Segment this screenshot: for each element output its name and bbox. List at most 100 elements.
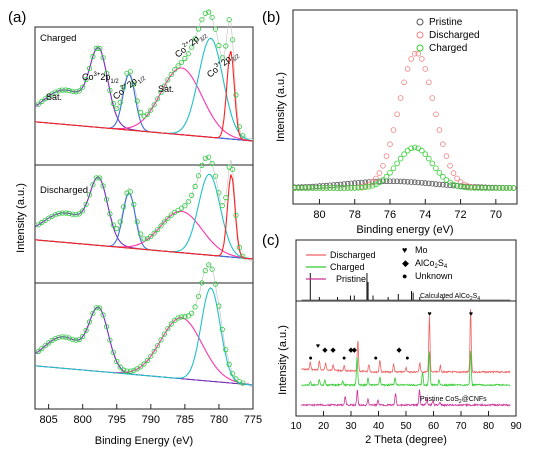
envelope-point bbox=[195, 26, 202, 32]
series-discharged bbox=[291, 50, 517, 191]
envelope-point bbox=[202, 267, 208, 274]
subpanel-discharged bbox=[34, 154, 254, 262]
envelope-point bbox=[121, 84, 127, 91]
envelope-point bbox=[63, 334, 69, 340]
envelope-point bbox=[134, 98, 140, 104]
envelope-point bbox=[103, 324, 110, 330]
data-point bbox=[429, 95, 436, 101]
data-point bbox=[429, 180, 436, 187]
data-point bbox=[341, 185, 347, 191]
data-point bbox=[440, 141, 446, 148]
data-point bbox=[334, 185, 340, 191]
data-point bbox=[394, 178, 400, 185]
envelope-point bbox=[192, 304, 198, 310]
envelope-point bbox=[141, 361, 147, 367]
data-point bbox=[450, 170, 457, 176]
x-tick-label: 70 bbox=[455, 421, 467, 432]
subpanel-pristine bbox=[34, 262, 254, 388]
envelope-point bbox=[199, 17, 205, 23]
x-tick-label: 785 bbox=[176, 414, 194, 426]
envelope-point bbox=[178, 314, 185, 320]
xrd-line bbox=[301, 389, 511, 408]
envelope-point bbox=[90, 310, 96, 316]
legend-c-charged-label: Charged bbox=[330, 262, 365, 272]
envelope-point bbox=[80, 208, 86, 214]
envelope-point bbox=[175, 315, 181, 321]
envelope-point bbox=[121, 367, 127, 373]
panel-c: (c) ●♥◆ ◆●◆◆●◆●♥ ♥ 10 20 30 40 50 60 70 80 90 2 Th… bbox=[262, 232, 522, 446]
data-point bbox=[291, 185, 298, 191]
data-point bbox=[323, 185, 330, 191]
data-point bbox=[422, 151, 429, 158]
data-point bbox=[313, 183, 319, 190]
envelope-point bbox=[93, 305, 99, 311]
peak-marker: ◆ bbox=[322, 347, 328, 354]
envelope-point bbox=[117, 99, 123, 106]
data-point bbox=[454, 182, 460, 189]
envelope-point bbox=[151, 348, 157, 354]
data-point bbox=[415, 179, 422, 186]
data-point bbox=[447, 182, 453, 189]
envelope-point bbox=[110, 349, 116, 355]
envelope-point bbox=[161, 83, 167, 89]
peak-marker: ◆ bbox=[396, 347, 402, 354]
envelope-point bbox=[107, 211, 113, 217]
data-point bbox=[425, 79, 432, 86]
envelope-point bbox=[117, 219, 123, 225]
series-discharged bbox=[301, 309, 511, 375]
envelope-point bbox=[219, 55, 225, 61]
envelope-point bbox=[233, 92, 239, 98]
legend-pristine-marker bbox=[416, 18, 424, 26]
x-tick-label: 780 bbox=[210, 414, 228, 426]
data-point bbox=[390, 178, 397, 185]
envelope-point bbox=[110, 222, 116, 228]
envelope-point bbox=[73, 212, 79, 218]
data-point bbox=[411, 50, 418, 57]
envelope-point bbox=[93, 45, 99, 52]
series-calculated bbox=[301, 273, 511, 301]
envelope-point bbox=[223, 43, 229, 49]
envelope-point bbox=[138, 364, 144, 370]
data-point bbox=[433, 111, 439, 118]
envelope-point bbox=[202, 10, 208, 16]
data-point bbox=[415, 50, 422, 57]
panel-a-ylabel: Intensity (a.u.) bbox=[15, 183, 27, 253]
x-tick-label: 70 bbox=[490, 209, 502, 221]
envelope-point bbox=[155, 227, 161, 233]
data-point bbox=[408, 56, 415, 62]
x-tick-label: 790 bbox=[142, 414, 160, 426]
envelope-point bbox=[148, 353, 154, 359]
data-point bbox=[334, 181, 340, 188]
annot-sat-1: Sat. bbox=[46, 92, 62, 102]
envelope-point bbox=[69, 211, 76, 217]
envelope-point bbox=[192, 36, 198, 42]
envelope-point bbox=[182, 313, 188, 320]
envelope-point bbox=[233, 376, 239, 382]
envelope-point bbox=[233, 212, 239, 218]
envelope-point bbox=[66, 210, 72, 217]
annot-co3-2p12: Co3+2p1/2 bbox=[82, 72, 119, 85]
envelope-point bbox=[175, 63, 181, 69]
envelope-point bbox=[151, 102, 157, 108]
data-point bbox=[302, 185, 309, 191]
envelope-point bbox=[100, 312, 106, 318]
envelope-point bbox=[59, 210, 65, 216]
envelope-point bbox=[83, 201, 89, 207]
panel-b-legend: Pristine Discharged Charged bbox=[416, 17, 480, 54]
envelope-point bbox=[185, 199, 191, 205]
envelope-point bbox=[209, 266, 215, 272]
data-point bbox=[327, 182, 333, 189]
data-point bbox=[309, 185, 316, 191]
data-point bbox=[295, 185, 302, 191]
annot-co3-2p12-base: Co3+2p1/2 bbox=[82, 72, 119, 85]
envelope-point bbox=[83, 76, 89, 83]
envelope-point bbox=[90, 53, 96, 60]
envelope-point bbox=[52, 89, 59, 95]
envelope-point bbox=[168, 71, 174, 78]
annot-co2-2p32: Co2+2p3/2 bbox=[173, 28, 210, 62]
data-point bbox=[337, 181, 344, 188]
envelope-point bbox=[100, 183, 106, 189]
envelope-point bbox=[59, 334, 65, 340]
xrd-line bbox=[301, 309, 511, 375]
panel-a-frame bbox=[34, 26, 254, 410]
